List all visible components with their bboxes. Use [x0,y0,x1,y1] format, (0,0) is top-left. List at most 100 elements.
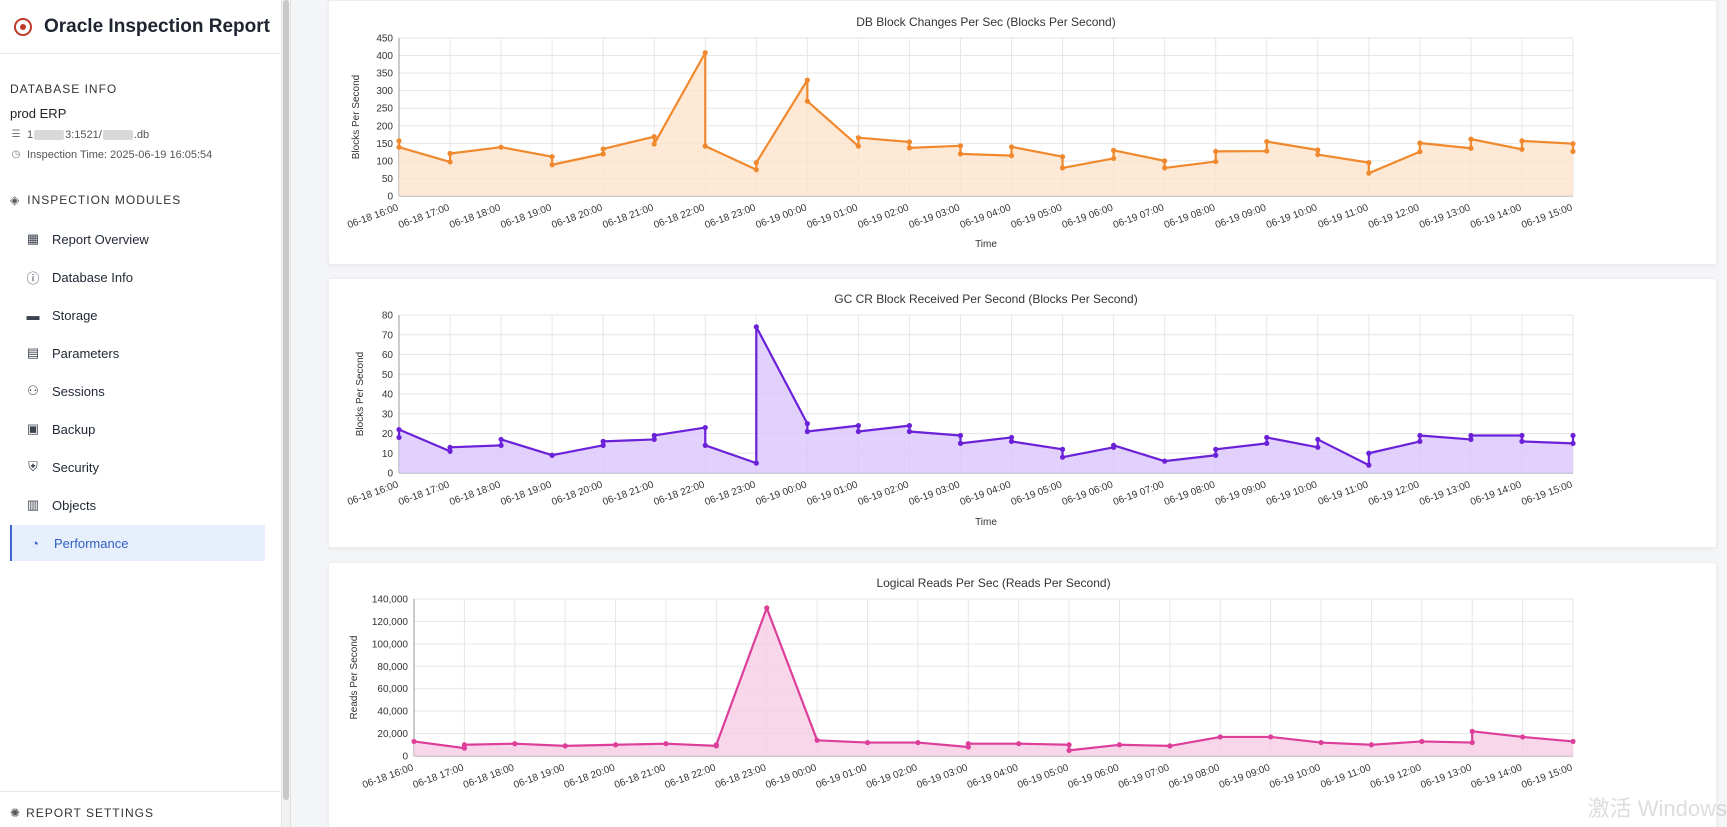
data-point [651,436,657,443]
inspection-time-text: Inspection Time: 2025-06-19 16:05:54 [27,149,213,161]
x-tick-label: 06-19 15:00 [1520,762,1574,791]
x-tick-label: 06-18 22:00 [652,479,706,508]
nav-item-label: Security [52,459,99,475]
x-tick-label: 06-19 07:00 [1117,762,1171,791]
data-point [1059,154,1066,160]
series-area [399,52,1573,196]
data-point [1213,148,1219,155]
y-tick-label: 120,000 [372,617,409,628]
nav-item-objects[interactable]: ▥ Objects [0,487,281,523]
data-point [1366,462,1372,468]
report-settings-label: REPORT SETTINGS [26,805,154,820]
data-point [396,434,402,441]
x-tick-label: 06-19 10:00 [1265,479,1319,508]
data-point [906,145,913,151]
y-axis-label: Blocks Per Second [355,352,366,437]
x-tick-label: 06-19 05:00 [1016,762,1070,791]
chart-title: Logical Reads Per Sec (Reads Per Second) [876,576,1110,590]
x-tick-label: 06-19 14:00 [1469,479,1523,508]
chart-card-gc-cr-block-received: GC CR Block Received Per Second (Blocks … [328,278,1717,548]
nav-item-storage[interactable]: ▬ Storage [0,297,281,333]
nav-item-performance[interactable]: ◔ Performance [10,525,265,561]
x-tick-label: 06-19 04:00 [959,202,1013,231]
x-tick-label: 06-19 00:00 [754,202,808,231]
nav-item-backup[interactable]: ▣ Backup [0,411,281,447]
x-tick-label: 06-19 09:00 [1218,762,1272,791]
data-point [1417,140,1423,146]
series-line [413,606,1574,752]
data-point [612,742,619,748]
data-point [600,438,606,444]
x-tick-label: 06-19 12:00 [1367,479,1421,508]
data-point [1213,446,1219,452]
x-tick-label: 06-19 01:00 [815,762,869,791]
x-tick-label: 06-19 08:00 [1163,479,1217,508]
nav-item-parameters[interactable]: ▤ Parameters [0,335,281,371]
data-point [915,739,921,746]
data-point [957,151,964,157]
x-tick-label: 06-19 09:00 [1214,202,1268,231]
data-point [1264,440,1270,446]
sidebar-scrollbar-thumb[interactable] [283,0,289,800]
data-point [1419,738,1425,745]
data-point [549,452,555,458]
y-tick-label: 300 [376,86,393,97]
nav-item-sessions[interactable]: ⚇ Sessions [0,373,281,409]
y-tick-label: 60,000 [377,684,408,695]
nav-item-security[interactable]: ⛨ Security [0,449,281,485]
y-axis-label: Reads Per Second [349,636,360,720]
x-tick-label: 06-19 04:00 [966,762,1020,791]
data-point [1111,442,1117,448]
x-tick-label: 06-19 12:00 [1367,202,1421,231]
y-tick-label: 20,000 [377,729,408,740]
nav-item-label: Storage [52,307,98,323]
data-point [1008,144,1015,150]
y-tick-label: 30 [382,409,394,420]
x-tick-label: 06-18 23:00 [703,479,757,508]
data-point [1059,454,1066,460]
nav-item-report-overview[interactable]: ▦ Report Overview [0,221,281,257]
shield-icon: ⛨ [28,459,38,474]
inspection-modules-label: INSPECTION MODULES [27,193,182,207]
report-settings[interactable]: ✺ REPORT SETTINGS [0,791,282,827]
chart-card-logical-reads: Logical Reads Per Sec (Reads Per Second)… [328,562,1717,827]
x-tick-label: 06-19 07:00 [1112,479,1166,508]
data-point [461,742,467,748]
data-point [1417,438,1423,444]
data-point [1066,742,1072,748]
x-tick-label: 06-19 03:00 [908,479,962,508]
x-tick-label: 06-19 02:00 [865,762,919,791]
data-point [906,428,913,435]
y-tick-label: 100,000 [372,639,409,650]
x-tick-label: 06-18 22:00 [652,202,706,231]
data-point [1315,147,1321,153]
x-tick-label: 06-18 23:00 [714,762,768,791]
x-tick-label: 06-19 03:00 [915,762,969,791]
storage-icon: ▬ [26,307,40,323]
data-point [600,151,606,157]
data-point [1264,434,1270,441]
nav-item-label: Report Overview [52,231,149,247]
sidebar-scrollbar[interactable] [282,0,291,827]
chart-gc-cr-block-received: GC CR Block Received Per Second (Blocks … [346,292,1576,528]
x-tick-label: 06-19 08:00 [1167,762,1221,791]
database-info-panel: DATABASE INFO prod ERP ☰ 1 3:1521/ .db ◷ I… [0,54,281,161]
y-tick-label: 100 [376,156,393,167]
data-point [1162,458,1168,464]
nav-item-database-info[interactable]: ⓘ Database Info [0,259,281,295]
data-point [1059,165,1066,171]
x-tick-label: 06-19 11:00 [1319,762,1373,790]
data-point [1264,148,1270,154]
x-tick-label: 06-19 13:00 [1418,202,1472,231]
activation-watermark: 激活 Windows [1587,796,1727,821]
x-tick-label: 06-18 17:00 [411,762,465,791]
data-point [1366,170,1372,176]
data-point [702,50,708,56]
oracle-logo-icon [14,17,32,36]
data-point [1315,436,1321,443]
users-icon: ⚇ [27,383,39,398]
y-tick-label: 40 [382,390,394,401]
data-point [855,143,861,149]
x-tick-label: 06-18 16:00 [346,202,400,231]
redacted-block [34,130,65,140]
